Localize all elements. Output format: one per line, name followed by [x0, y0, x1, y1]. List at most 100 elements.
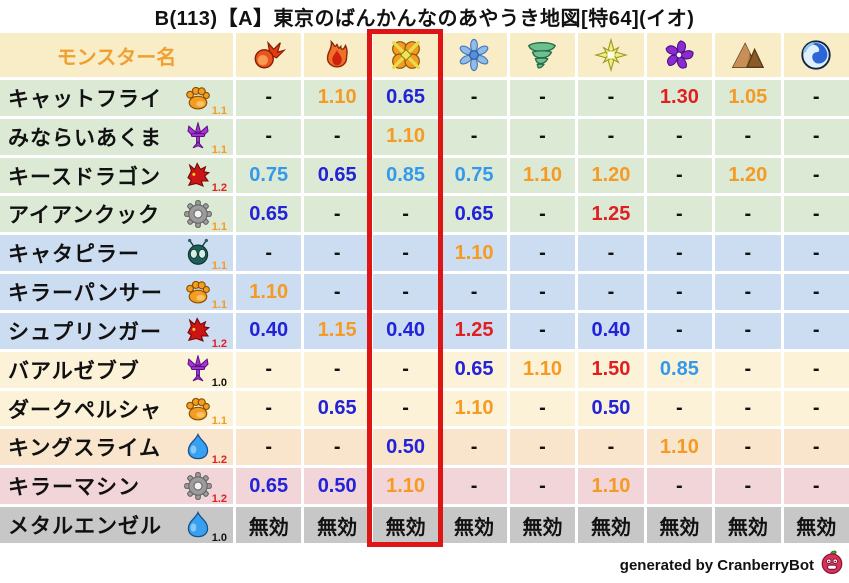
table-row: キラーパンサー 1.1 1.10- - - - - - - -: [0, 274, 849, 310]
resistance-value-cell: 0.50: [578, 390, 644, 427]
resistance-value-cell: 1.10: [578, 468, 644, 505]
earth-icon: [731, 38, 765, 72]
light-icon: [593, 38, 628, 72]
resistance-value-cell: -: [304, 118, 370, 155]
resistance-value-cell: -: [441, 118, 507, 155]
resistance-value-cell: -: [441, 80, 507, 116]
resistance-value-cell: 無効: [783, 507, 849, 543]
resistance-value-cell: 1.25: [441, 312, 507, 349]
light-element-header-cell: [578, 33, 644, 77]
table-row: ダークペルシャ 1.1-0.65-1.10-0.50- - -: [0, 390, 849, 427]
resistance-value-cell: 1.10: [304, 80, 370, 116]
resistance-value-cell: -: [646, 468, 713, 505]
resistance-value-cell: -: [578, 429, 644, 466]
monster-name-cell: アイアンクック 1.1: [0, 196, 233, 233]
flame-element-header-cell: [304, 33, 370, 77]
resistance-value-cell: 無効: [372, 507, 439, 543]
resistance-value-cell: -: [236, 429, 302, 466]
resistance-value-cell: 1.10: [509, 351, 576, 388]
water-icon: [799, 38, 833, 72]
resistance-value-cell: 1.50: [578, 351, 644, 388]
monster-name: キースドラゴン: [8, 165, 161, 189]
resistance-value-cell: -: [715, 274, 781, 310]
family-multiplier: 1.2: [211, 182, 227, 194]
family-multiplier: 1.0: [211, 531, 227, 543]
family-multiplier: 1.2: [211, 454, 227, 466]
resistance-value-cell: -: [509, 312, 576, 349]
family-multiplier: 1.0: [211, 376, 227, 388]
monster-name: キャタピラー: [8, 243, 140, 267]
monster-name-cell: キャットフライ 1.1: [0, 80, 233, 116]
table-row: キングスライム 1.2- -0.50- - -1.10- -: [0, 429, 849, 466]
table-row: キャットフライ 1.1-1.10 0.65- - -1.30 1.05-: [0, 80, 849, 116]
family-multiplier: 1.1: [211, 104, 227, 116]
resistance-value-cell: 無効: [646, 507, 713, 543]
resistance-value-cell: -: [441, 468, 507, 505]
monster-name: アイアンクック: [8, 204, 161, 228]
resistance-value-cell: 0.65: [304, 157, 370, 194]
resistance-value-cell: -: [236, 235, 302, 272]
monster-name-cell: みならいあくま 1.1: [0, 118, 233, 155]
resistance-value-cell: 0.65: [304, 390, 370, 427]
family-multiplier: 1.1: [211, 260, 227, 272]
monster-name: キングスライム: [8, 437, 161, 461]
family-multiplier: 1.2: [211, 337, 227, 349]
table-row: キラーマシン 1.2 0.65 0.50 1.10- -1.10- - -: [0, 468, 849, 505]
monster-name-cell: バアルゼブブ 1.0: [0, 351, 233, 388]
resistance-value-cell: 0.65: [441, 196, 507, 233]
resistance-value-cell: -: [236, 118, 302, 155]
table-header-row: モンスター名: [0, 33, 849, 77]
wind-element-header-cell: [509, 33, 576, 77]
slime-family-icon: 1.0: [181, 508, 227, 543]
cranberry-face-icon: [819, 550, 845, 581]
paw-family-icon: 1.1: [181, 275, 227, 310]
resistance-value-cell: -: [509, 80, 576, 116]
resistance-value-cell: -: [509, 235, 576, 272]
resistance-value-cell: -: [578, 118, 644, 155]
slime-family-icon: 1.2: [181, 430, 227, 465]
table-row: キャタピラー 1.1- - -1.10- - - - -: [0, 235, 849, 272]
resistance-value-cell: -: [646, 157, 713, 194]
family-multiplier: 1.1: [211, 221, 227, 233]
resistance-value-cell: -: [372, 390, 439, 427]
resistance-value-cell: -: [509, 196, 576, 233]
resistance-value-cell: -: [236, 390, 302, 427]
earth-element-header-cell: [715, 33, 781, 77]
page-title: B(113)【A】東京のばんかんなのあやうき地図[特64](イオ): [154, 7, 695, 30]
footer: generated by CranberryBot: [0, 549, 845, 581]
resistance-value-cell: 0.85: [372, 157, 439, 194]
resistance-value-cell: -: [441, 274, 507, 310]
gear-family-icon: 1.1: [181, 197, 227, 232]
monster-name: ダークペルシャ: [8, 398, 162, 422]
resistance-value-cell: 1.10: [441, 235, 507, 272]
resistance-value-cell: -: [783, 429, 849, 466]
monster-name-cell: シュプリンガー 1.2: [0, 312, 233, 349]
monster-name-cell: キラーパンサー 1.1: [0, 274, 233, 310]
resistance-value-cell: 0.50: [304, 468, 370, 505]
table-row: バアルゼブブ 1.0- - -0.65 1.10 1.50 0.85- -: [0, 351, 849, 388]
resistance-value-cell: -: [236, 80, 302, 116]
resistance-value-cell: 1.25: [578, 196, 644, 233]
dragon-family-icon: 1.2: [181, 159, 227, 193]
resistance-value-cell: -: [783, 274, 849, 310]
resistance-value-cell: 無効: [441, 507, 507, 543]
monster-name-cell: メタルエンゼル 1.0: [0, 507, 233, 543]
monster-name: キラーマシン: [8, 476, 140, 500]
resistance-value-cell: -: [715, 235, 781, 272]
resistance-value-cell: -: [372, 274, 439, 310]
ice-element-header-cell: [441, 33, 507, 77]
table-row: メタルエンゼル 1.0 無効 無効 無効 無効 無効 無効 無効 無効 無効: [0, 507, 849, 543]
resistance-value-cell: 0.65: [441, 351, 507, 388]
water-element-header-cell: [783, 33, 849, 77]
fireball-icon: [252, 38, 286, 72]
monster-name: みならいあくま: [8, 126, 162, 150]
bug-family-icon: 1.1: [181, 236, 227, 271]
fireball-element-header-cell: [236, 33, 302, 77]
trident-family-icon: 1.1: [181, 120, 227, 155]
resistance-value-cell: 1.10: [441, 390, 507, 427]
resistance-value-cell: 0.50: [372, 429, 439, 466]
resistance-value-cell: 0.85: [646, 351, 713, 388]
resistance-value-cell: -: [509, 118, 576, 155]
resistance-value-cell: 1.10: [646, 429, 713, 466]
